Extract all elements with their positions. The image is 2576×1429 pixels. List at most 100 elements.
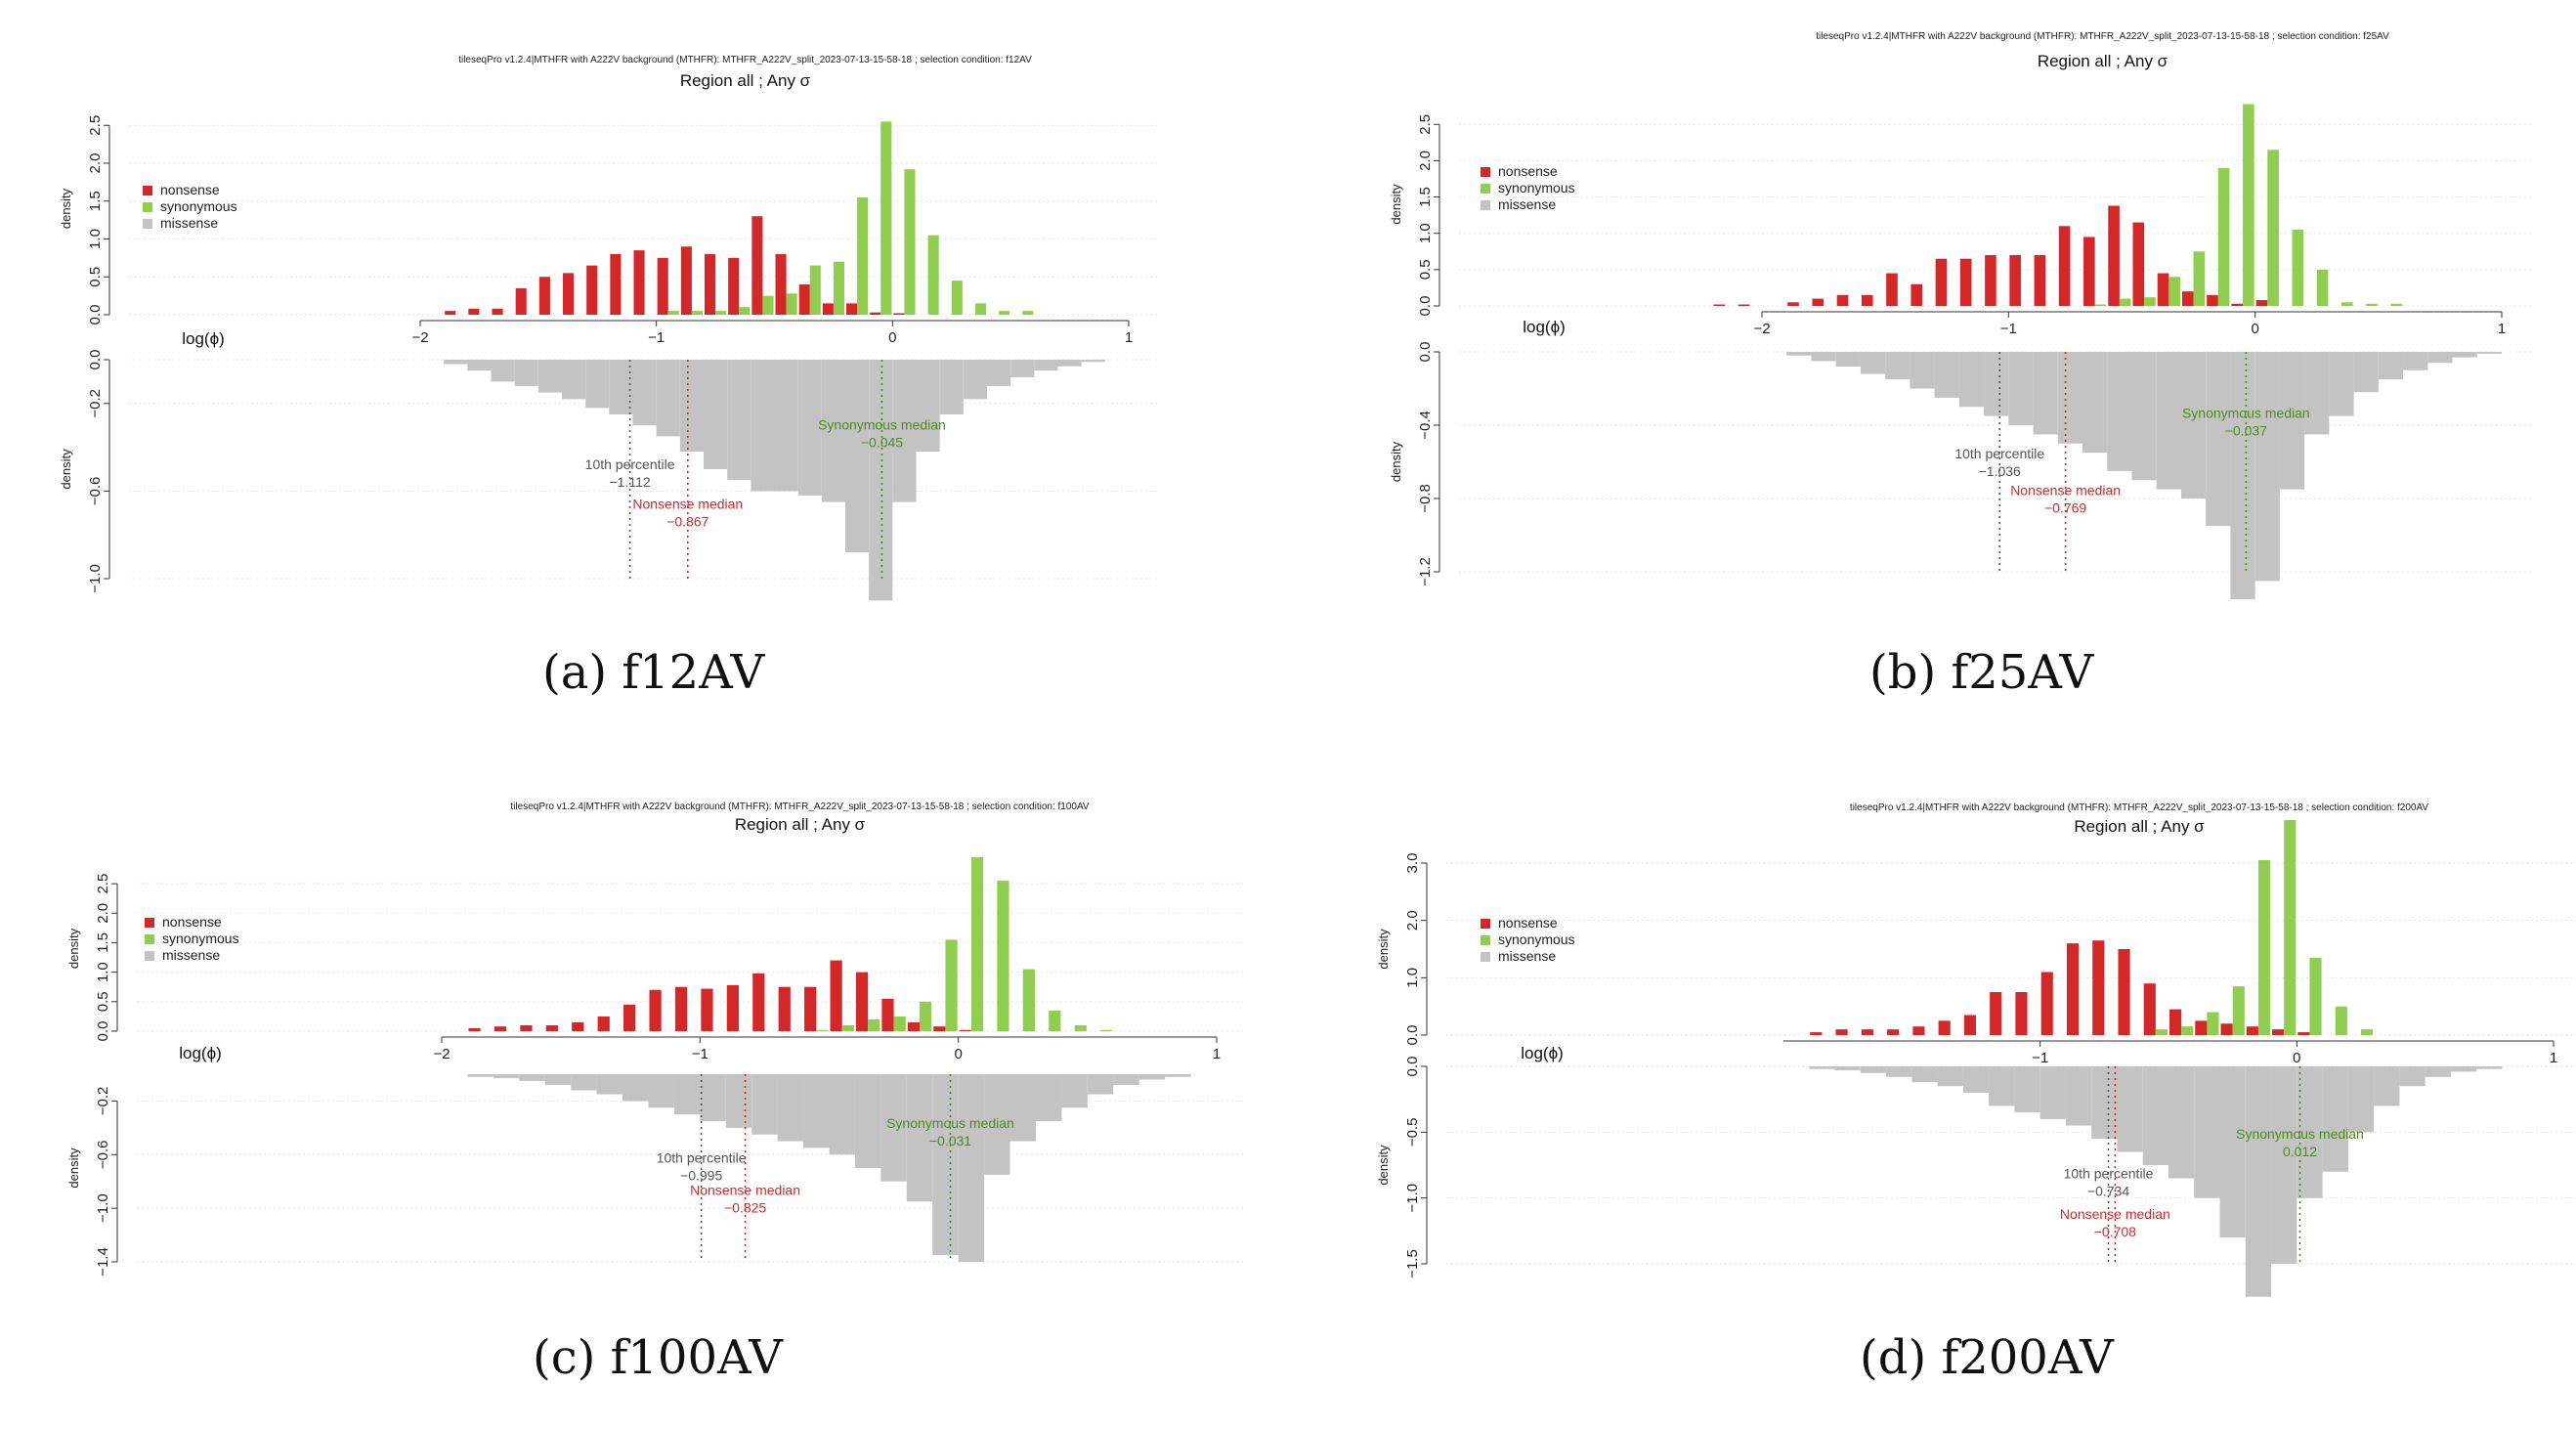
missense-bar-d-24: [2425, 1066, 2451, 1077]
y-tick-label-bottom-c-1: −0.6: [95, 1140, 111, 1169]
missense-bar-b-9: [2008, 352, 2034, 425]
synonymous-bar-a-6: [809, 265, 821, 315]
annotation-label-d-1: Nonsense median: [2060, 1206, 2170, 1222]
chart-title-d: Region all ; Any σ: [2074, 817, 2205, 836]
missense-bar-b-17: [2206, 352, 2231, 527]
figure-panel-b: tileseqPro v1.2.4|MTHFR with A222V backg…: [1288, 0, 2576, 714]
y-tick-label-top-b-4: 2.0: [1417, 151, 1434, 171]
y-tick-label-top-a-1: 0.5: [87, 267, 104, 287]
missense-bar-b-23: [2353, 352, 2379, 393]
y-tick-label-top-b-3: 1.5: [1417, 187, 1434, 207]
legend-label-c-0: nonsense: [162, 914, 222, 930]
y-tick-label-top-b-2: 1.0: [1417, 223, 1434, 243]
nonsense-bar-c-3: [545, 1024, 558, 1031]
annotation-value-b-0: −1.036: [1979, 463, 2021, 479]
nonsense-bar-a-8: [633, 250, 645, 315]
legend-label-a-1: synonymous: [160, 198, 237, 214]
legend-swatch-d-2: [1481, 952, 1490, 962]
y-tick-label-top-c-0: 0.0: [95, 1021, 111, 1042]
y-tick-label-bottom-c-2: −1.0: [95, 1193, 111, 1223]
nonsense-bar-a-10: [680, 246, 692, 315]
missense-bar-c-9: [700, 1074, 726, 1121]
missense-bar-a-12: [727, 360, 751, 481]
missense-bar-a-17: [845, 360, 870, 553]
synonymous-bar-a-10: [904, 169, 916, 315]
legend-label-d-2: missense: [1498, 948, 1556, 964]
missense-bar-a-19: [892, 360, 917, 502]
missense-bar-b-7: [1958, 352, 1985, 408]
legend-swatch-b-2: [1481, 200, 1490, 210]
missense-bar-c-13: [803, 1074, 830, 1148]
synonymous-bar-b-7: [2267, 150, 2279, 306]
x-tick-label-c-3: 1: [1213, 1046, 1221, 1062]
missense-bar-c-8: [673, 1074, 701, 1115]
legend-swatch-a-2: [143, 219, 152, 229]
nonsense-bar-a-14: [775, 254, 787, 315]
nonsense-bar-c-16: [881, 998, 894, 1031]
missense-bar-a-11: [704, 360, 728, 469]
missense-bar-d-26: [2476, 1066, 2503, 1069]
synonymous-bar-a-11: [927, 235, 939, 315]
legend-swatch-a-1: [143, 202, 152, 212]
nonsense-bar-b-17: [2157, 273, 2169, 306]
synonymous-bar-c-7: [997, 881, 1009, 1031]
annotation-label-b-2: Synonymous median: [2182, 406, 2310, 421]
nonsense-bar-d-12: [2118, 949, 2130, 1035]
missense-bar-d-3: [1886, 1066, 1912, 1077]
missense-bar-c-22: [1035, 1074, 1062, 1121]
missense-bar-a-13: [751, 360, 775, 492]
nonsense-bar-c-5: [597, 1016, 610, 1031]
missense-bar-a-2: [491, 360, 515, 382]
missense-bar-c-5: [596, 1074, 623, 1095]
chart-title-a: Region all ; Any σ: [680, 71, 811, 90]
annotation-value-c-1: −0.825: [724, 1199, 766, 1215]
x-tick-label-b-2: 0: [2251, 321, 2258, 337]
nonsense-bar-d-8: [2015, 992, 2028, 1035]
missense-bar-c-7: [648, 1074, 674, 1108]
y-axis-label-top-b: density: [1389, 184, 1403, 225]
missense-bar-c-19: [958, 1074, 985, 1262]
x-tick-label-c-2: 0: [954, 1046, 962, 1062]
missense-bar-c-3: [544, 1074, 572, 1085]
nonsense-bar-d-11: [2092, 940, 2105, 1035]
nonsense-bar-c-4: [572, 1021, 584, 1031]
missense-bar-a-10: [679, 360, 704, 453]
synonymous-bar-c-9: [1049, 1010, 1061, 1031]
y-tick-label-bottom-d-0: 0.0: [1404, 1057, 1421, 1077]
nonsense-bar-b-12: [2034, 255, 2046, 306]
histogram-chart-d: tileseqPro v1.2.4|MTHFR with A222V backg…: [1376, 802, 2576, 1297]
y-tick-label-top-c-2: 1.0: [95, 962, 111, 982]
missense-bar-d-5: [1937, 1066, 1963, 1087]
panel-caption-c: (c) f100AV: [533, 1330, 783, 1385]
nonsense-bar-c-15: [855, 972, 869, 1031]
nonsense-bar-b-16: [2132, 222, 2145, 306]
synonymous-bar-a-7: [833, 261, 844, 315]
nonsense-bar-c-17: [907, 1021, 921, 1031]
y-tick-label-top-b-0: 0.0: [1417, 296, 1434, 317]
missense-bar-c-23: [1061, 1074, 1088, 1108]
x-tick-label-a-2: 0: [888, 329, 896, 346]
missense-bar-b-18: [2230, 352, 2255, 600]
panel-caption-a: (a) f12AV: [542, 645, 765, 700]
figure-panel-c: tileseqPro v1.2.4|MTHFR with A222V backg…: [0, 714, 1288, 1429]
nonsense-bar-a-13: [751, 216, 763, 315]
x-tick-label-c-0: −2: [433, 1046, 450, 1062]
annotation-value-d-2: 0.012: [2283, 1144, 2317, 1159]
missense-bar-b-12: [2082, 352, 2108, 454]
missense-bar-b-20: [2279, 352, 2305, 490]
y-tick-label-bottom-d-3: −1.5: [1404, 1249, 1421, 1278]
legend-label-c-2: missense: [162, 947, 220, 963]
nonsense-bar-d-2: [1861, 1029, 1873, 1035]
nonsense-bar-b-18: [2181, 291, 2194, 306]
missense-bar-a-24: [1010, 360, 1035, 377]
y-tick-label-bottom-a-0: 0.0: [87, 350, 104, 370]
y-tick-label-top-d-3: 3.0: [1404, 853, 1421, 874]
synonymous-bar-b-10: [2340, 302, 2353, 306]
histogram-chart-a: tileseqPro v1.2.4|MTHFR with A222V backg…: [59, 55, 1158, 601]
missense-bar-b-4: [1885, 352, 1911, 380]
y-tick-label-top-a-0: 0.0: [87, 305, 104, 325]
legend-label-b-2: missense: [1498, 196, 1556, 212]
x-axis-label-c: log(ϕ): [179, 1044, 222, 1062]
legend-label-b-1: synonymous: [1498, 180, 1575, 195]
x-tick-label-b-1: −1: [2000, 321, 2017, 337]
